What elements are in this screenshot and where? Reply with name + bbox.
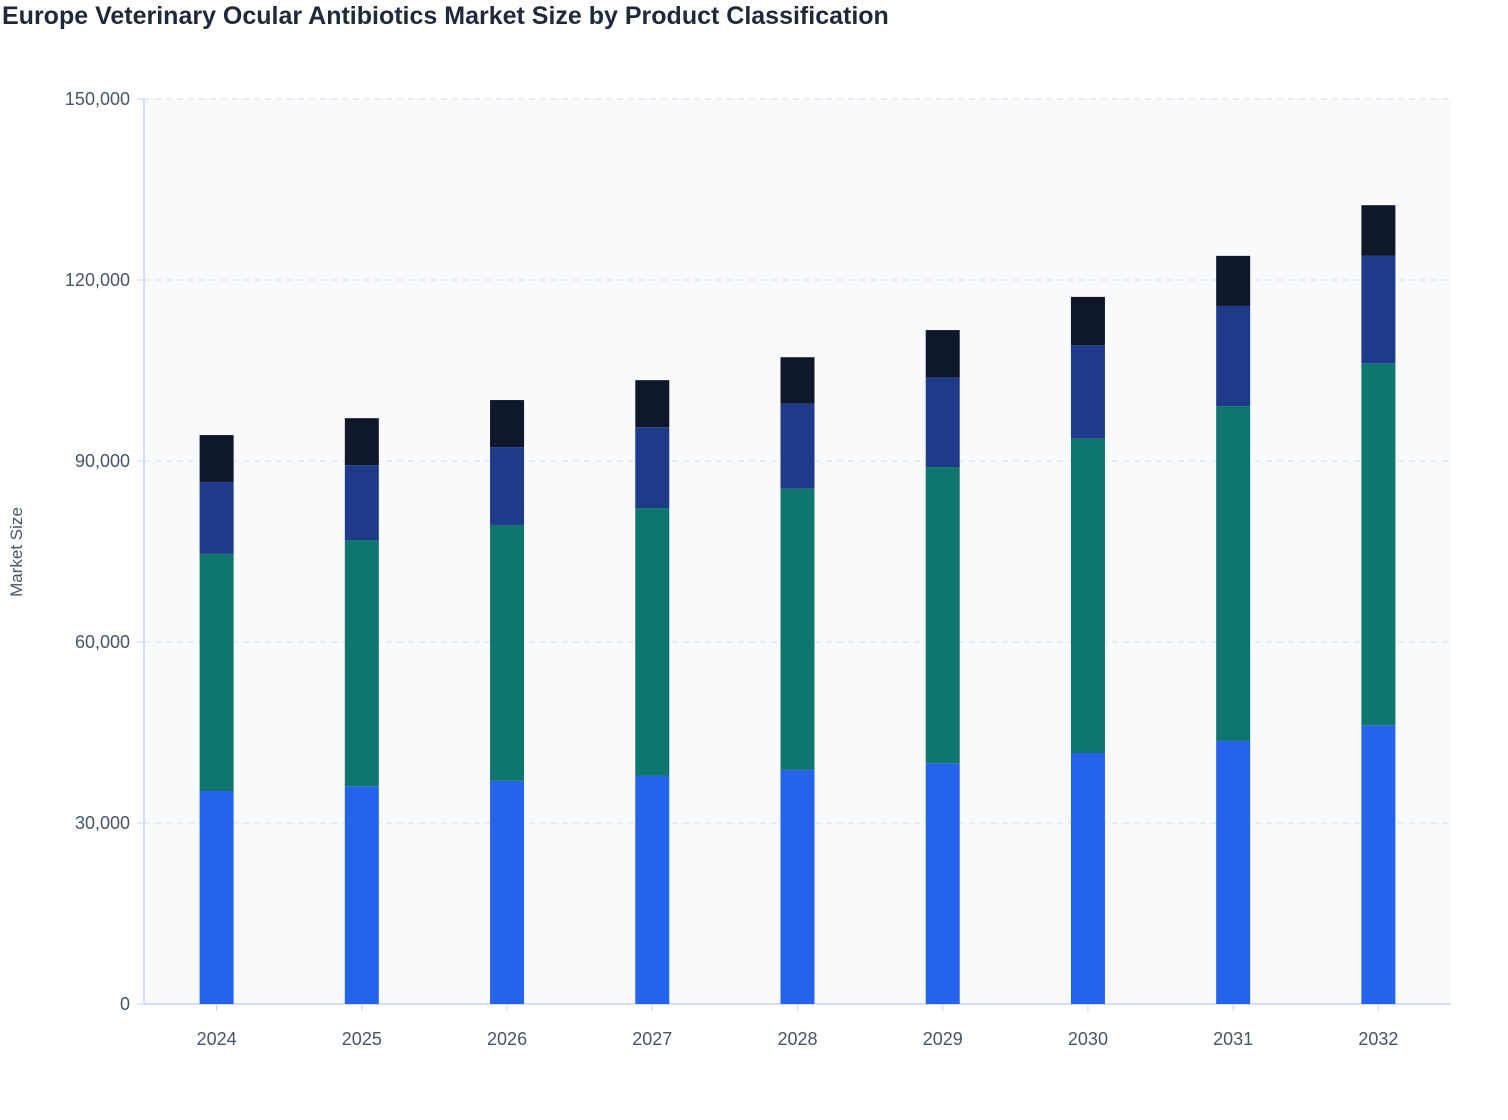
x-tick-label: 2032 — [1358, 1029, 1398, 1049]
bar-segment-2025-series-1 — [344, 786, 379, 1004]
bar-segment-2029-series-4 — [925, 330, 960, 378]
bar-segment-2030-series-1 — [1070, 753, 1105, 1004]
y-tick-label: 120,000 — [65, 270, 130, 290]
y-axis-label: Market Size — [7, 507, 26, 597]
bar-segment-2032-series-3 — [1361, 255, 1396, 364]
bar-segment-2024-series-4 — [199, 435, 234, 483]
bar-segment-2025-series-3 — [344, 465, 379, 541]
bar-segment-2032-series-2 — [1361, 363, 1396, 726]
bar-segment-2025-series-2 — [344, 540, 379, 787]
x-tick-label: 2025 — [342, 1029, 382, 1049]
bar-segment-2024-series-1 — [199, 791, 234, 1004]
bar-segment-2027-series-2 — [635, 508, 670, 776]
y-tick-label: 0 — [120, 994, 130, 1014]
bar-segment-2024-series-2 — [199, 553, 234, 792]
bar-segment-2026-series-2 — [490, 524, 525, 781]
bar-segment-2028-series-4 — [780, 357, 815, 404]
x-tick-label: 2029 — [923, 1029, 963, 1049]
bar-segment-2028-series-2 — [780, 488, 815, 770]
bar-segment-2025-series-4 — [344, 418, 379, 466]
bar-segment-2028-series-3 — [780, 403, 815, 489]
y-tick-label: 30,000 — [75, 813, 130, 833]
x-tick-label: 2024 — [197, 1029, 237, 1049]
bar-segment-2026-series-3 — [490, 447, 525, 525]
bar-segment-2030-series-2 — [1070, 438, 1105, 754]
bar-segment-2030-series-4 — [1070, 296, 1105, 346]
bar-segment-2031-series-3 — [1216, 305, 1251, 407]
bar-segment-2029-series-3 — [925, 377, 960, 468]
x-tick-label: 2026 — [487, 1029, 527, 1049]
bar-segment-2027-series-4 — [635, 380, 670, 428]
bar-segment-2029-series-2 — [925, 467, 960, 764]
bar-segment-2031-series-2 — [1216, 406, 1251, 741]
bar-segment-2032-series-1 — [1361, 725, 1396, 1004]
chart-title: Europe Veterinary Ocular Antibiotics Mar… — [2, 2, 889, 30]
bar-segment-2028-series-1 — [780, 769, 815, 1004]
x-tick-label: 2027 — [632, 1029, 672, 1049]
x-tick-label: 2031 — [1213, 1029, 1253, 1049]
bar-segment-2032-series-4 — [1361, 205, 1396, 256]
bar-segment-2029-series-1 — [925, 763, 960, 1004]
x-tick-label: 2030 — [1068, 1029, 1108, 1049]
y-tick-label: 150,000 — [65, 89, 130, 109]
bar-segment-2026-series-4 — [490, 400, 525, 448]
bar-segment-2027-series-3 — [635, 427, 670, 509]
bar-segment-2031-series-1 — [1216, 740, 1251, 1004]
bar-segment-2024-series-3 — [199, 482, 234, 554]
y-tick-label: 60,000 — [75, 632, 130, 652]
x-tick-label: 2028 — [777, 1029, 817, 1049]
y-tick-label: 90,000 — [75, 451, 130, 471]
bar-segment-2026-series-1 — [490, 780, 525, 1004]
bar-segment-2027-series-1 — [635, 775, 670, 1004]
bar-segment-2031-series-4 — [1216, 255, 1251, 306]
bar-segment-2030-series-3 — [1070, 345, 1105, 439]
